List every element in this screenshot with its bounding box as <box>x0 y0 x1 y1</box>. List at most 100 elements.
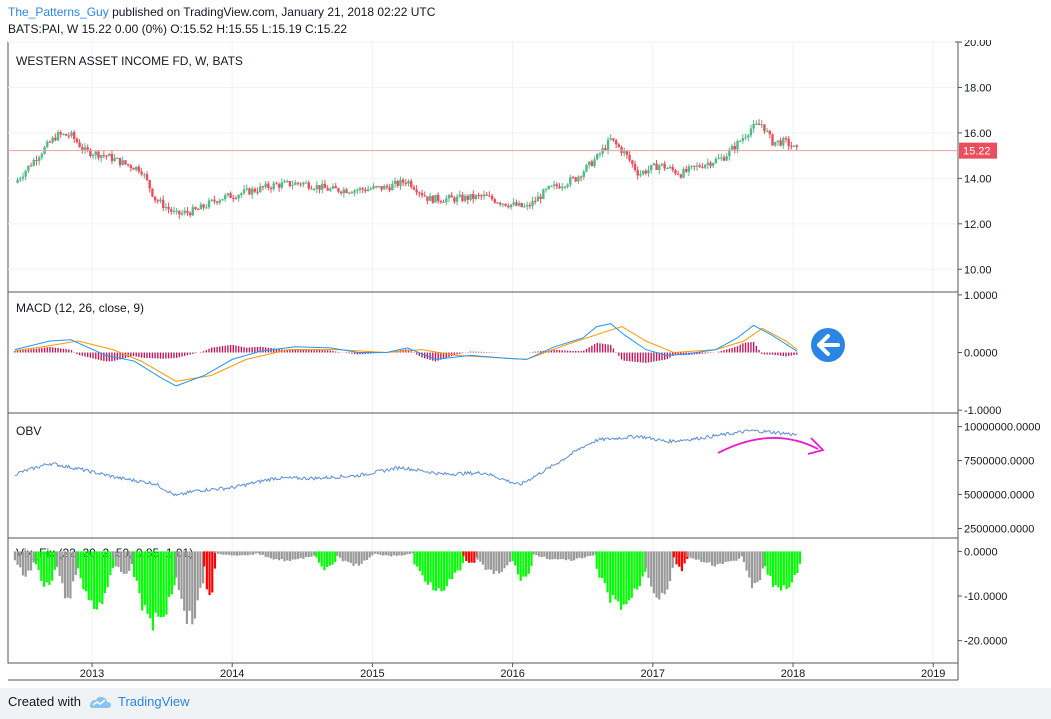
candle-body <box>323 183 327 188</box>
candle-body <box>744 137 747 139</box>
vix-bar <box>254 551 257 554</box>
candle-body <box>776 140 780 142</box>
vix-bar <box>13 551 16 561</box>
candle-body <box>99 155 103 158</box>
candle-body <box>307 182 310 189</box>
candle-body <box>647 169 650 174</box>
x-tick-label: 2016 <box>500 668 524 680</box>
vix-bar <box>742 551 746 563</box>
candle-body <box>655 163 658 170</box>
vix-bar <box>694 551 698 560</box>
candle-body <box>27 165 30 171</box>
vix-bar <box>395 551 398 556</box>
candle-body <box>458 194 461 197</box>
symbol-line: BATS:PAI, W 15.22 0.00 (0%) O:15.52 H:15… <box>8 22 348 36</box>
publish-line: The_Patterns_Guy published on TradingVie… <box>8 5 435 19</box>
candle-body <box>774 141 777 146</box>
candle-body <box>407 180 410 184</box>
candle-body <box>283 181 286 183</box>
candle-body <box>291 184 294 186</box>
tradingview-logo-icon[interactable] <box>87 694 113 710</box>
candle-body <box>625 151 629 155</box>
vix-bar <box>788 551 791 588</box>
candle-body <box>442 201 445 203</box>
vix-bar <box>421 551 424 576</box>
candle-body <box>105 155 108 157</box>
vix-bar <box>275 551 278 560</box>
candle-body <box>668 167 672 169</box>
candle-body <box>585 164 588 172</box>
candle-body <box>507 205 510 208</box>
candle-body <box>245 188 248 190</box>
candle-body <box>70 132 73 136</box>
vix-bar <box>334 551 337 562</box>
candle-body <box>544 188 548 190</box>
candle-body <box>784 138 788 140</box>
vix-bar <box>138 551 141 594</box>
vix-bar <box>559 551 562 560</box>
vix-bar <box>151 551 155 631</box>
candle-body <box>550 185 553 187</box>
vix-bar <box>188 551 191 611</box>
vix-bar <box>614 551 617 600</box>
chart-area[interactable]: 2013 2014 2015 2016 2017 2018 2019 10.00 12.00 14… <box>0 40 1051 688</box>
candle-body <box>380 186 383 190</box>
vix-bar <box>453 551 457 573</box>
vix-bar <box>451 551 454 579</box>
candle-body <box>558 186 561 189</box>
candle-body <box>512 202 515 205</box>
vix-bar <box>111 551 115 559</box>
vix-bar <box>411 551 414 554</box>
vix-bar <box>601 551 604 578</box>
vix-bar <box>371 551 374 556</box>
vix-bar <box>426 551 430 585</box>
candle-body <box>609 138 612 140</box>
vix-bar <box>445 551 448 587</box>
x-tick-label: 2015 <box>360 668 384 680</box>
vix-bar <box>63 551 67 599</box>
vix-bar <box>84 551 88 592</box>
candle-body <box>199 204 203 210</box>
vix-bar <box>583 551 586 558</box>
candle-body <box>733 145 736 150</box>
author-link[interactable]: The_Patterns_Guy <box>8 5 109 19</box>
candle-body <box>310 188 313 190</box>
vix-bar <box>185 551 189 625</box>
vix-bar <box>216 551 220 554</box>
candle-body <box>135 166 138 170</box>
candle-body <box>698 165 701 167</box>
vix-bar <box>53 551 56 570</box>
vix-bar <box>103 551 107 594</box>
candle-body <box>566 184 569 187</box>
vix-bar <box>79 551 82 579</box>
vix-bar <box>448 551 451 580</box>
vix-bar <box>470 551 473 563</box>
vix-bar <box>652 551 655 594</box>
candle-body <box>312 189 316 191</box>
candle-body <box>682 168 685 178</box>
vix-bar <box>641 551 644 577</box>
candle-body <box>37 157 41 161</box>
tradingview-link[interactable]: TradingView <box>118 694 190 709</box>
candle-body <box>51 137 54 143</box>
vix-bar <box>225 551 228 555</box>
candle-body <box>752 123 755 129</box>
macd-y-label: -1.0000 <box>964 405 1001 417</box>
candle-body <box>401 179 405 183</box>
candle-body <box>450 195 453 198</box>
candle-body <box>517 203 521 206</box>
candle-body <box>747 135 750 138</box>
vix-bar <box>476 551 479 560</box>
vix-bar <box>98 551 101 603</box>
vix-bar <box>655 551 658 598</box>
vix-bar <box>771 551 775 587</box>
x-tick-label: 2019 <box>921 668 945 680</box>
vix-bar <box>625 551 628 605</box>
obv-panel-title: OBV <box>16 424 41 438</box>
published-text: published on TradingView.com, January 21… <box>112 5 436 19</box>
candle-body <box>175 210 178 212</box>
vix-bar <box>719 551 722 564</box>
vix-bar <box>729 551 733 561</box>
candle-body <box>426 196 429 201</box>
vix-bar <box>432 551 435 591</box>
